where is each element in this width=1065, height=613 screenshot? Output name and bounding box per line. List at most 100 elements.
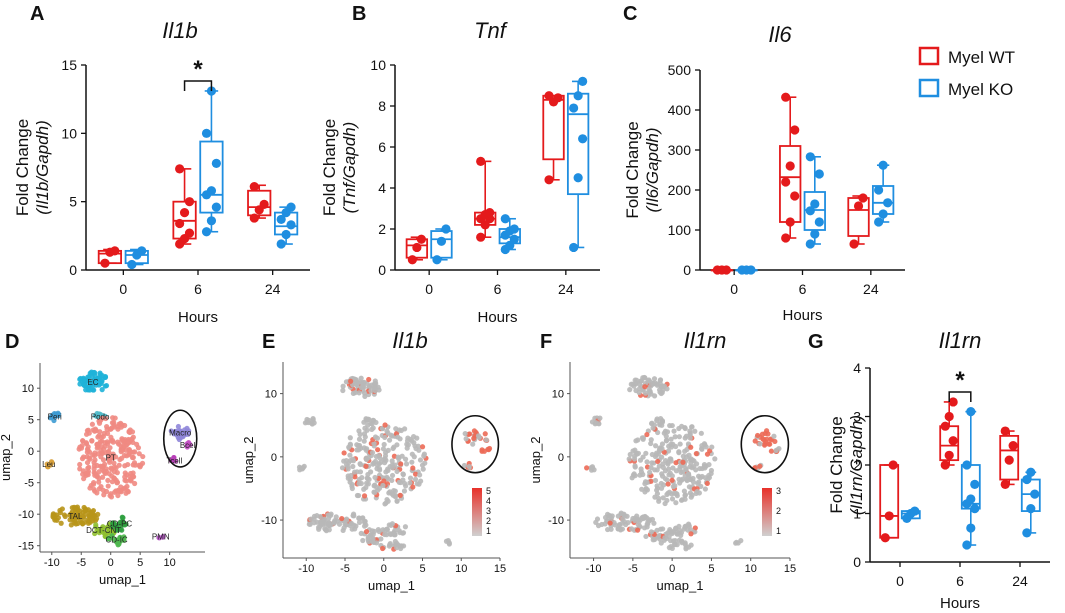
cell-point bbox=[682, 492, 689, 498]
cell-point bbox=[111, 469, 117, 475]
cell-point bbox=[462, 430, 468, 437]
cell-point bbox=[114, 480, 120, 486]
cell-point bbox=[81, 377, 87, 383]
data-point bbox=[578, 134, 588, 144]
cell-point bbox=[668, 436, 674, 442]
cell-point bbox=[91, 466, 97, 472]
cell-point bbox=[693, 490, 699, 497]
cell-point bbox=[86, 464, 92, 470]
cell-point bbox=[643, 533, 649, 540]
data-point bbox=[1030, 489, 1040, 499]
cell-point bbox=[318, 521, 324, 527]
legend: Myel WT Myel KO bbox=[918, 46, 1015, 99]
cell-point bbox=[631, 383, 637, 389]
x-axis-label: Hours bbox=[477, 309, 517, 326]
x-tick-label: 24 bbox=[558, 281, 574, 297]
cell-point bbox=[676, 434, 682, 440]
data-point bbox=[436, 236, 447, 246]
cell-point bbox=[343, 379, 350, 385]
cell-point bbox=[354, 492, 361, 499]
data-point bbox=[849, 239, 859, 249]
cell-point bbox=[417, 457, 424, 463]
panel-letter: D bbox=[5, 331, 19, 353]
cell-point bbox=[757, 441, 763, 447]
cell-point bbox=[389, 458, 395, 464]
cell-point bbox=[374, 435, 381, 441]
cell-point bbox=[654, 483, 660, 489]
data-point bbox=[137, 246, 147, 256]
y-tick-label: 10 bbox=[370, 57, 386, 73]
cell-point bbox=[307, 521, 313, 527]
cell-point bbox=[361, 523, 368, 529]
cell-point bbox=[394, 468, 400, 475]
y-axis-label-bottom: (Il6/Gapdh) bbox=[643, 127, 662, 212]
y-axis-label-bottom: (Il1rn/Gapdh) bbox=[847, 415, 866, 515]
cell-point bbox=[771, 433, 777, 439]
y-tick-label: 0 bbox=[271, 452, 277, 464]
cell-point bbox=[299, 466, 305, 472]
data-point bbox=[184, 228, 195, 238]
cell-point bbox=[757, 463, 763, 469]
cell-point bbox=[589, 464, 596, 470]
data-point bbox=[569, 103, 579, 113]
cell-point bbox=[679, 423, 685, 429]
cell-point bbox=[615, 513, 621, 519]
panel-letter: F bbox=[540, 331, 552, 353]
data-point bbox=[966, 523, 976, 533]
y-tick-label: 0 bbox=[69, 262, 77, 278]
chart-title: Il1rn bbox=[939, 328, 982, 353]
x-tick-label: 0 bbox=[381, 563, 387, 575]
cell-point bbox=[389, 521, 395, 527]
cell-point bbox=[356, 390, 362, 396]
data-point bbox=[805, 239, 815, 249]
cell-point bbox=[665, 481, 671, 487]
legend-wt-label: Myel WT bbox=[948, 48, 1015, 67]
cell-point bbox=[347, 435, 353, 441]
colorbar-tick-label: 3 bbox=[776, 486, 781, 496]
data-point bbox=[940, 460, 950, 470]
cell-point bbox=[670, 465, 676, 471]
cell-point bbox=[103, 468, 110, 475]
cell-point bbox=[672, 537, 678, 544]
cell-point bbox=[671, 428, 677, 434]
chart-title: Il6 bbox=[768, 22, 792, 47]
cell-point bbox=[306, 417, 312, 423]
cell-point bbox=[389, 477, 395, 483]
cell-point bbox=[363, 447, 369, 453]
colorbar bbox=[762, 488, 772, 536]
y-tick-label: 2 bbox=[853, 457, 861, 473]
cell-point bbox=[660, 495, 666, 501]
cell-point bbox=[617, 526, 623, 532]
cell-point bbox=[652, 467, 658, 473]
data-point bbox=[1022, 474, 1032, 485]
x-tick-label: 6 bbox=[799, 281, 807, 297]
cell-point bbox=[96, 418, 102, 424]
cell-point bbox=[632, 447, 638, 453]
legend-wt-swatch bbox=[918, 46, 940, 66]
cell-point bbox=[679, 538, 685, 544]
cell-point bbox=[637, 381, 643, 387]
cell-point bbox=[126, 451, 133, 457]
panel-letter: B bbox=[352, 3, 366, 25]
y-axis-label: umap_2 bbox=[0, 434, 13, 481]
cell-point bbox=[654, 487, 660, 493]
data-point bbox=[948, 397, 958, 407]
cell-point bbox=[107, 493, 113, 499]
significance-star: * bbox=[193, 56, 203, 83]
cell-point bbox=[410, 484, 416, 490]
cell-point bbox=[129, 454, 136, 461]
cell-point bbox=[94, 442, 100, 448]
cell-point bbox=[659, 445, 665, 452]
cell-point bbox=[689, 424, 695, 430]
cell-point bbox=[353, 381, 359, 387]
cell-point bbox=[92, 378, 98, 384]
cell-point bbox=[688, 531, 694, 537]
data-point bbox=[476, 156, 486, 166]
data-point bbox=[814, 169, 824, 179]
data-point bbox=[441, 224, 451, 234]
cell-point bbox=[687, 430, 693, 436]
cell-point bbox=[607, 520, 613, 526]
data-point bbox=[878, 209, 888, 219]
cell-point bbox=[677, 480, 683, 486]
